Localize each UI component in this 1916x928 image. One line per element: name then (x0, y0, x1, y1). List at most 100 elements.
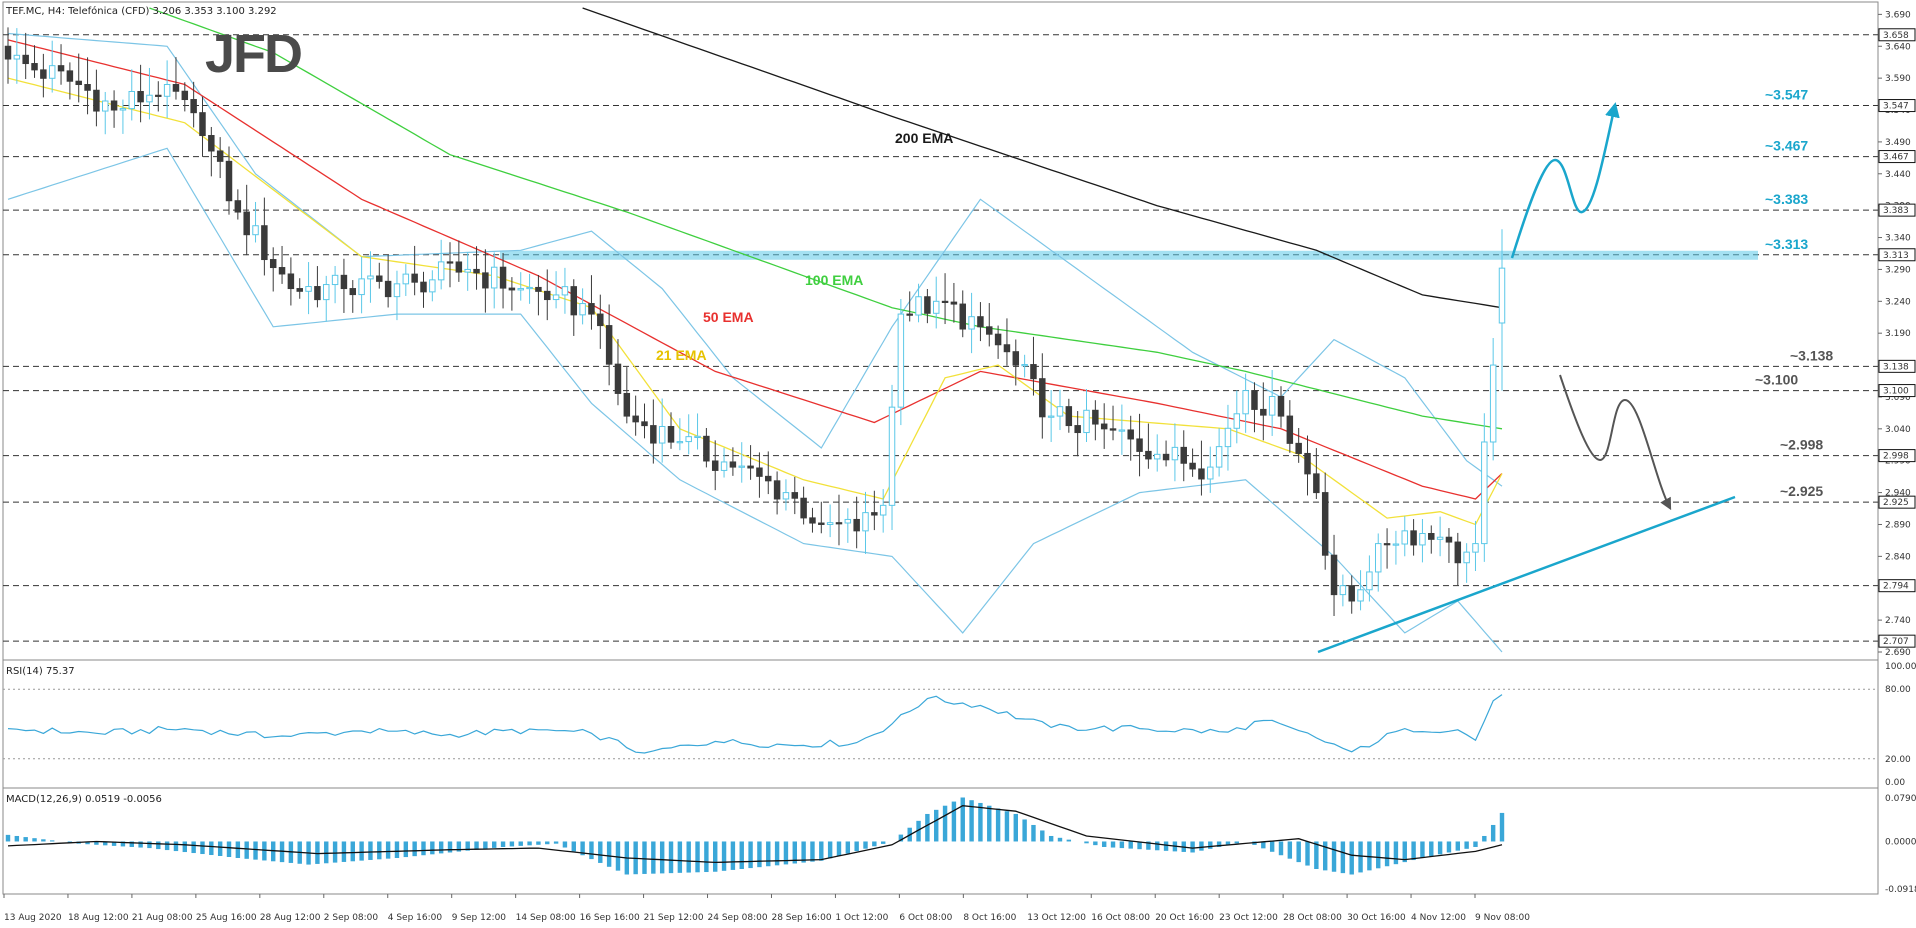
chart-header: TEF.MC, H4: Telefónica (CFD) 3.206 3.353… (5, 5, 277, 17)
level-labels: ~3.547 ~3.467 ~3.383 ~3.313 ~3.138 ~3.100 ~2.9… (1755, 87, 1833, 500)
time-tick-label: 4 Sep 16:00 (388, 913, 443, 923)
bear-candle (1189, 462, 1196, 470)
bear-candle (384, 280, 392, 298)
bear-candle (906, 313, 913, 316)
bull-candle (1153, 453, 1161, 460)
bull-candle (1268, 395, 1276, 416)
bear-candle (1109, 428, 1117, 431)
time-tick-label: 28 Oct 08:00 (1283, 913, 1342, 923)
bull-candle (119, 108, 127, 111)
bear-candle (287, 273, 295, 290)
bear-candle (1383, 543, 1391, 546)
bull-candle (879, 504, 887, 516)
bull-candle (163, 84, 171, 97)
bull-candle (1339, 585, 1347, 596)
time-tick-label: 13 Aug 2020 (4, 913, 62, 923)
level-price-label: 3.383 (1883, 206, 1909, 216)
bear-candle (1092, 409, 1099, 425)
bull-candle (437, 261, 445, 281)
ema21-line (7, 77, 1503, 526)
rsi-header: RSI(14) 75.37 (6, 666, 75, 677)
bear-candle (1260, 408, 1267, 416)
time-tick-label: 30 Oct 16:00 (1347, 913, 1406, 923)
price-tick-label: 3.190 (1885, 329, 1911, 339)
bear-candle (1321, 492, 1329, 556)
bear-candle (1304, 452, 1311, 475)
bull-candle (738, 465, 745, 468)
bear-candle (31, 63, 38, 71)
level-price-label: 2.925 (1883, 498, 1909, 508)
bear-candle (765, 475, 772, 482)
bearish-scenario-arrow (1559, 374, 1672, 511)
macd-header: MACD(12,26,9) 0.0519 -0.0056 (6, 794, 162, 805)
macd-tick-label: 0.0000 (1885, 837, 1916, 847)
level-price-box (1878, 384, 1916, 398)
bear-candle (1127, 429, 1134, 440)
bear-candle (75, 80, 82, 86)
bull-candle (897, 313, 905, 408)
price-tick-label: 3.690 (1885, 10, 1911, 20)
bear-candle (1454, 541, 1462, 564)
bear-candle (1445, 536, 1453, 543)
bull-candle (552, 294, 560, 301)
time-tick-label: 28 Sep 16:00 (771, 913, 831, 923)
bull-candle (305, 286, 312, 292)
bear-candle (791, 492, 799, 499)
bull-candle (1472, 543, 1479, 553)
rsi-tick-label: 80.00 (1885, 685, 1911, 695)
bull-candle (685, 436, 692, 443)
bull-candle (128, 91, 136, 110)
bull-candle (402, 273, 410, 285)
bear-candle (181, 90, 189, 101)
bull-candle (1498, 267, 1506, 324)
bull-candle (1357, 589, 1364, 602)
bear-candle (588, 303, 595, 315)
ema100-label: 100 EMA (805, 272, 863, 288)
bear-candle (667, 426, 675, 443)
bull-candle (464, 268, 471, 273)
bull-candle (1047, 415, 1055, 418)
bear-candle (155, 94, 162, 97)
bear-candle (314, 286, 321, 301)
level-price-box (1878, 99, 1916, 113)
bear-candle (1198, 468, 1205, 480)
bear-candle (800, 497, 807, 519)
bear-candle (853, 518, 860, 532)
price-tick-label: 2.840 (1885, 552, 1911, 562)
level-price-box (1878, 495, 1916, 509)
upper-band (7, 32, 1503, 487)
bear-candle (641, 421, 648, 427)
bear-candle (234, 200, 242, 213)
bull-candle (490, 266, 498, 289)
bull-candle (1207, 466, 1214, 480)
bear-candle (57, 65, 65, 72)
bull-candle (720, 461, 728, 471)
rsi-tick-label: 100.00 (1885, 662, 1916, 672)
ema50-label: 50 EMA (703, 309, 754, 325)
bull-candle (844, 518, 852, 524)
bull-candle (1374, 543, 1382, 573)
bear-candle (208, 135, 215, 152)
bear-candle (597, 313, 604, 327)
bear-candle (199, 112, 206, 137)
bull-candle (517, 288, 524, 291)
bear-candle (446, 261, 454, 264)
level-price-label: 3.547 (1883, 102, 1909, 112)
level-price-box (1878, 150, 1916, 164)
time-tick-label: 13 Oct 12:00 (1027, 913, 1086, 923)
bear-candle (1145, 450, 1152, 460)
bear-candle (977, 316, 984, 328)
time-tick-label: 6 Oct 08:00 (899, 913, 952, 923)
bull-candle (579, 303, 586, 316)
bull-candle (676, 441, 684, 444)
level-price-box (1878, 359, 1916, 373)
bear-candle (216, 150, 224, 162)
bear-candle (650, 425, 657, 444)
bear-candle (376, 275, 383, 282)
bear-candle (711, 460, 719, 471)
bull-candle (358, 278, 365, 296)
bear-candle (623, 392, 631, 417)
level-price-label: 3.313 (1883, 251, 1909, 261)
time-tick-label: 23 Oct 12:00 (1219, 913, 1278, 923)
